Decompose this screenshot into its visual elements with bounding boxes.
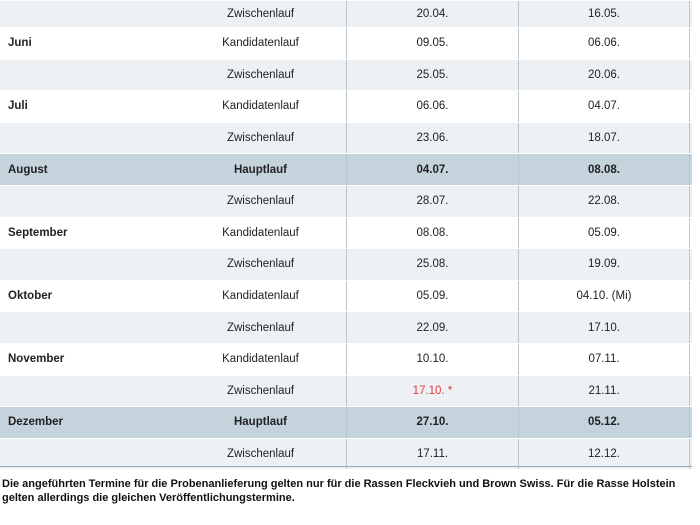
month-cell (0, 249, 150, 280)
run-cell: Zwischenlauf (226, 195, 295, 208)
table-row: Zwischenlauf 17.10. * 21.11. (0, 374, 692, 407)
date-cell: 17.10. * (346, 375, 518, 407)
run-cell: Kandidatenlauf (222, 37, 299, 50)
date-cell: 04.07. (346, 154, 518, 185)
run-cell: Zwischenlauf (226, 8, 295, 20)
date-cell: 25.05. (346, 59, 518, 91)
date-cell: 05.09. (346, 280, 518, 312)
date-cell: 17.11. (346, 438, 518, 470)
date-cell: 04.10. (Mi) (518, 280, 690, 312)
date-cell: 08.08. (518, 154, 690, 185)
date-cell: 23.06. (346, 122, 518, 154)
date-cell: 06.06. (518, 28, 690, 59)
table-row: November Kandidatenlauf 10.10. 07.11. (0, 343, 692, 375)
date-cell: 20.06. (518, 59, 690, 91)
month-cell: September (8, 226, 68, 239)
date-cell: 05.12. (518, 407, 690, 438)
table-row: September Kandidatenlauf 08.08. 05.09. (0, 216, 692, 249)
date-cell: 18.07. (518, 122, 690, 154)
run-cell: Kandidatenlauf (222, 100, 299, 113)
table-row: Zwischenlauf 28.07. 22.08. (0, 185, 692, 217)
month-cell: November (8, 353, 65, 366)
run-cell: Kandidatenlauf (222, 353, 299, 366)
table-row: Juni Kandidatenlauf 09.05. 06.06. (0, 27, 692, 59)
date-cell: 21.11. (518, 375, 690, 407)
run-cell: Hauptlauf (233, 163, 288, 176)
run-cell: Zwischenlauf (226, 384, 295, 397)
date-cell: 10.10. (346, 344, 518, 375)
run-cell: Zwischenlauf (226, 132, 295, 145)
month-cell: Juni (8, 37, 32, 50)
date-cell: 12.12. (518, 438, 690, 470)
date-cell: 28.07. (346, 186, 518, 217)
run-cell: Zwischenlauf (226, 321, 295, 334)
date-cell: 20.04. (346, 1, 518, 27)
table-row: Juli Kandidatenlauf 06.06. 04.07. (0, 90, 692, 122)
date-cell: 07.11. (518, 344, 690, 375)
month-cell (0, 186, 150, 217)
table-row: Dezember Hauptlauf 27.10. 05.12. (0, 406, 692, 438)
month-cell (0, 376, 150, 407)
month-cell (0, 60, 150, 91)
table-row: Zwischenlauf 20.04. 16.05. (0, 0, 692, 27)
date-cell: 06.06. (346, 91, 518, 122)
month-cell: August (8, 163, 48, 176)
date-cell: 27.10. (346, 407, 518, 438)
month-cell: Oktober (8, 290, 53, 303)
date-cell: 25.08. (346, 249, 518, 280)
month-cell (0, 1, 150, 27)
date-cell: 17.10. (518, 312, 690, 343)
month-cell (0, 312, 150, 343)
table-row: Zwischenlauf 17.11. 12.12. (0, 437, 692, 470)
run-cell: Kandidatenlauf (222, 290, 299, 303)
date-cell: 22.08. (518, 186, 690, 217)
month-cell: Dezember (8, 416, 63, 429)
footnote: Die angeführten Termine für die Probenan… (2, 478, 676, 504)
run-cell: Kandidatenlauf (222, 226, 299, 239)
month-cell (0, 439, 150, 470)
date-cell: 04.07. (518, 91, 690, 122)
run-cell: Hauptlauf (233, 416, 288, 429)
date-cell: 05.09. (518, 217, 690, 249)
table-row: Oktober Kandidatenlauf 05.09. 04.10. (Mi) (0, 279, 692, 312)
table-row: Zwischenlauf 23.06. 18.07. (0, 121, 692, 154)
run-cell: Zwischenlauf (226, 68, 295, 81)
table-bottom-rule (0, 466, 692, 467)
table-row: Zwischenlauf 25.05. 20.06. (0, 58, 692, 91)
date-cell: 19.09. (518, 249, 690, 280)
table-row: Zwischenlauf 25.08. 19.09. (0, 248, 692, 280)
month-cell (0, 123, 150, 154)
date-cell: 22.09. (346, 312, 518, 343)
table-row: Zwischenlauf 22.09. 17.10. (0, 311, 692, 343)
date-cell: 16.05. (518, 1, 690, 27)
date-cell: 08.08. (346, 217, 518, 249)
table-row: August Hauptlauf 04.07. 08.08. (0, 153, 692, 185)
run-cell: Zwischenlauf (226, 448, 295, 461)
month-cell: Juli (8, 100, 28, 113)
run-cell: Zwischenlauf (226, 258, 295, 271)
date-cell: 09.05. (346, 28, 518, 59)
